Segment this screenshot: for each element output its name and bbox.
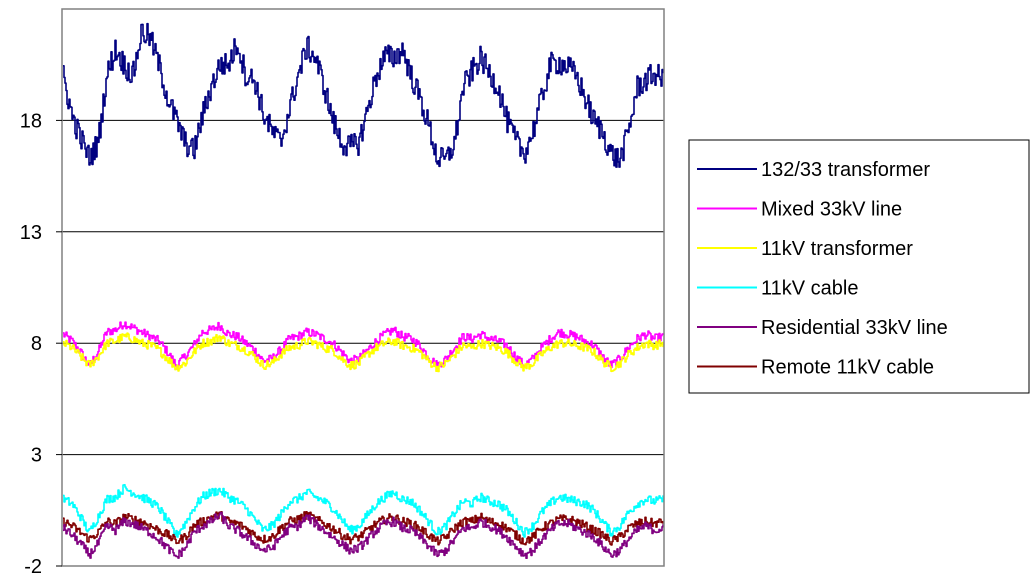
plot-border bbox=[61, 8, 665, 567]
legend-label: 11kV transformer bbox=[761, 238, 913, 260]
y-tick-label: 3 bbox=[31, 445, 42, 467]
legend-label: 132/33 transformer bbox=[761, 159, 930, 181]
y-tick-label: -2 bbox=[24, 556, 42, 573]
legend-label: Mixed 33kV line bbox=[761, 199, 902, 221]
series-line-4 bbox=[63, 511, 664, 559]
legend-label: Residential 33kV line bbox=[761, 317, 948, 339]
series-line-3 bbox=[63, 484, 664, 538]
series-lines bbox=[63, 22, 664, 559]
series-line-0 bbox=[63, 22, 664, 168]
legend-label: Remote 11kV cable bbox=[761, 357, 934, 379]
plot-area bbox=[62, 9, 664, 566]
legend-box bbox=[688, 139, 1030, 394]
y-tick-label: 8 bbox=[31, 333, 42, 355]
series-line-5 bbox=[63, 511, 664, 546]
y-tick-label: 18 bbox=[20, 110, 42, 132]
y-tick-label: 13 bbox=[20, 222, 42, 244]
series-line-2 bbox=[63, 332, 664, 373]
y-axis: -2 3 8 13 18 bbox=[20, 110, 62, 573]
legend-label: 11kV cable bbox=[761, 278, 858, 300]
legend: 132/33 transformer Mixed 33kV line 11kV tr… bbox=[688, 139, 1030, 394]
